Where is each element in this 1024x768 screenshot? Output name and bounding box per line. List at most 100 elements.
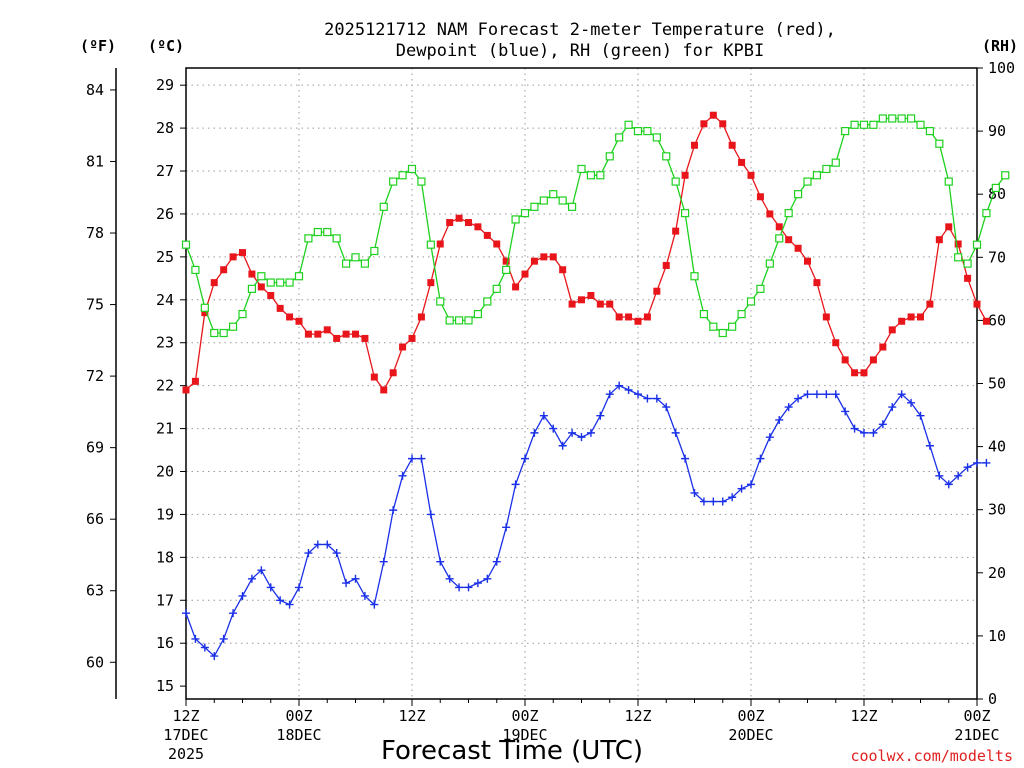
rh-point: [633, 126, 643, 136]
rh-point: [718, 328, 727, 338]
rh-point: [407, 164, 417, 174]
celsius-tick-label: 24: [156, 291, 174, 309]
dewpoint-point: [765, 433, 774, 442]
temperature-point: [549, 253, 557, 261]
rh-tick-label: 10: [988, 627, 1006, 645]
dewpoint-point: [530, 428, 539, 437]
temperature-point: [672, 227, 680, 235]
x-tick-label: 17DEC: [163, 726, 208, 744]
temperature-point: [361, 334, 369, 342]
dewpoint-point: [784, 403, 793, 412]
rh-point: [539, 196, 548, 205]
dewpoint-point: [737, 484, 746, 493]
dewpoint-point: [615, 381, 624, 390]
dewpoint-point: [728, 493, 737, 502]
temperature-point: [738, 158, 746, 166]
temperature-point: [446, 219, 454, 227]
celsius-unit-label: (ºC): [148, 37, 184, 55]
celsius-tick-label: 17: [156, 591, 174, 609]
temperature-point: [973, 300, 981, 308]
rh-tick-label: 90: [988, 122, 1006, 140]
dewpoint-point: [332, 549, 341, 558]
temperature-point: [634, 317, 642, 325]
dewpoint-point: [210, 652, 219, 661]
temperature-point: [530, 257, 538, 265]
rh-tick-label: 50: [988, 375, 1006, 393]
rh-point: [1001, 171, 1010, 180]
credit-text: coolwx.com/modelts: [850, 747, 1013, 765]
rh-point: [897, 114, 906, 123]
dewpoint-point: [577, 433, 586, 442]
celsius-tick-label: 25: [156, 248, 174, 266]
rh-point: [426, 240, 435, 249]
dewpoint-point: [445, 574, 454, 583]
axes: 15 16 17 18 19 20 21 22 23 24 25 26 27 28 29 60 63 66 69 72…: [86, 59, 1015, 763]
rh-point: [944, 177, 953, 186]
dewpoint-point: [681, 454, 690, 463]
temperature-point: [907, 313, 915, 321]
x-tick-label: 00Z: [511, 707, 538, 725]
rh-point: [285, 278, 294, 287]
temperature-point: [785, 236, 793, 244]
x-tick-label: 00Z: [285, 707, 312, 725]
rh-point: [859, 120, 869, 129]
rh-point: [615, 133, 624, 142]
temperature-point: [352, 330, 359, 338]
rh-point: [746, 297, 756, 306]
rh-point: [662, 152, 671, 161]
temperature-point: [248, 270, 256, 278]
temperature-point: [615, 313, 623, 321]
rh-point: [793, 190, 803, 199]
x-tick-label: 12Z: [624, 707, 651, 725]
rh-point: [200, 303, 209, 312]
dewpoint-point: [191, 634, 200, 643]
temperature-point: [775, 223, 783, 231]
rh-tick-label: 20: [988, 564, 1006, 582]
temperature-point: [483, 231, 491, 239]
rh-point: [332, 234, 341, 243]
temperature-point: [257, 283, 265, 291]
dewpoint-point: [426, 510, 435, 519]
temperature-point: [766, 210, 774, 218]
rh-point: [803, 177, 812, 186]
temperature-point: [540, 253, 548, 261]
x-tick-label: 12Z: [172, 707, 199, 725]
temperature-point: [578, 296, 585, 304]
rh-point: [972, 240, 982, 249]
temperature-point: [643, 313, 651, 321]
dewpoint-point: [756, 454, 765, 463]
temperature-point: [512, 283, 520, 291]
temperature-point: [220, 266, 228, 274]
dewpoint-point: [831, 390, 840, 399]
dewpoint-point: [492, 557, 501, 566]
rh-point: [266, 278, 275, 287]
temperature-point: [502, 257, 510, 265]
dewpoint-point: [370, 600, 379, 609]
rh-unit-label: (RH): [982, 37, 1018, 55]
rh-point: [652, 133, 661, 142]
dewpoint-point: [417, 454, 426, 463]
dewpoint-point: [982, 458, 991, 467]
dewpoint-point: [907, 398, 916, 407]
temperature-line: [185, 114, 987, 392]
dewpoint-point: [963, 463, 972, 472]
dewpoint-point: [351, 574, 360, 583]
dewpoint-point: [643, 394, 652, 403]
temperature-point: [436, 240, 444, 248]
celsius-tick-label: 28: [156, 119, 174, 137]
rh-point: [228, 322, 238, 331]
rh-point: [586, 171, 596, 180]
rh-point: [916, 120, 925, 129]
temperature-point: [869, 356, 877, 364]
dewpoint-point: [502, 523, 511, 532]
temperature-point: [493, 240, 501, 248]
rh-point: [341, 259, 351, 268]
temperature-point: [333, 334, 341, 342]
rh-point: [398, 171, 407, 180]
temperature-point: [898, 317, 906, 325]
rh-tick-label: 30: [988, 501, 1006, 519]
temperature-point: [342, 330, 350, 338]
temperature-point: [408, 334, 416, 342]
dewpoint-point: [803, 390, 812, 399]
